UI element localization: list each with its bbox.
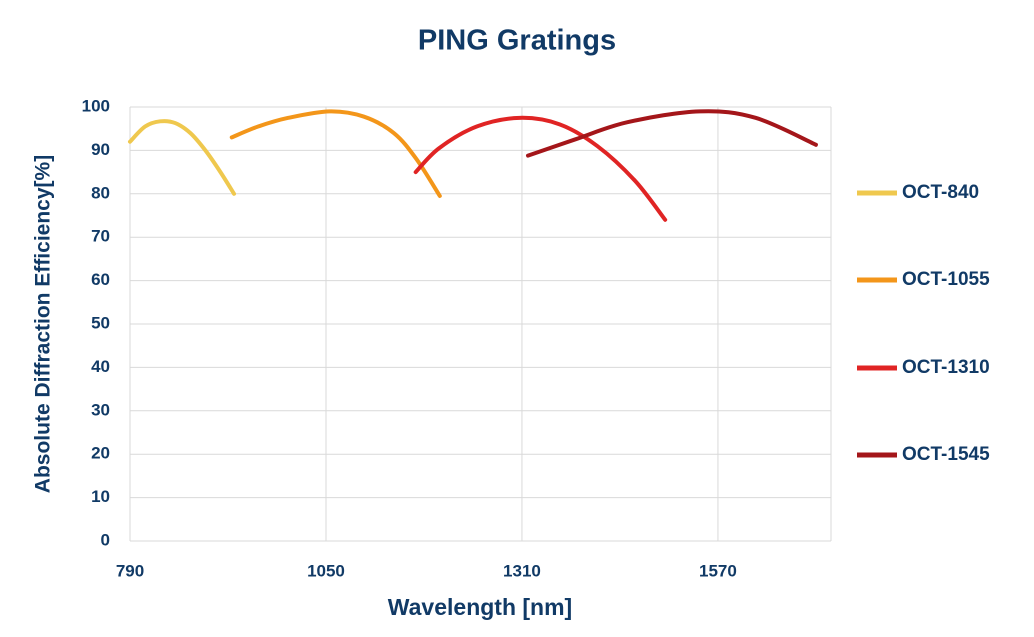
legend-label: OCT-840: [902, 182, 979, 203]
legend-label: OCT-1310: [902, 357, 990, 378]
x-tick-label: 1050: [307, 561, 345, 580]
data-line: [413, 115, 668, 222]
y-tick-label: 40: [91, 357, 110, 376]
legend-label: OCT-1055: [902, 269, 990, 290]
y-tick-label: 0: [101, 530, 110, 549]
y-tick-label: 10: [91, 487, 110, 506]
y-tick-label: 20: [91, 444, 110, 463]
y-tick-label: 80: [91, 183, 110, 202]
y-tick-label: 30: [91, 400, 110, 419]
x-tick-label: 790: [116, 561, 144, 580]
x-tick-label: 1570: [699, 561, 737, 580]
data-line: [525, 109, 818, 158]
x-axis-label: Wavelength [nm]: [388, 594, 572, 620]
legend-label: OCT-1545: [902, 444, 990, 465]
data-line: [229, 109, 442, 198]
x-tick-label: 1310: [503, 561, 541, 580]
y-tick-label: 70: [91, 227, 110, 246]
y-tick-label: 90: [91, 140, 110, 159]
y-tick-label: 60: [91, 270, 110, 289]
chart-title: PING Gratings: [418, 25, 616, 57]
y-tick-label: 100: [82, 96, 110, 115]
y-axis-label: Absolute Diffraction Efficiency[%]: [32, 155, 55, 493]
y-tick-label: 50: [91, 313, 110, 332]
data-line: [128, 119, 237, 196]
